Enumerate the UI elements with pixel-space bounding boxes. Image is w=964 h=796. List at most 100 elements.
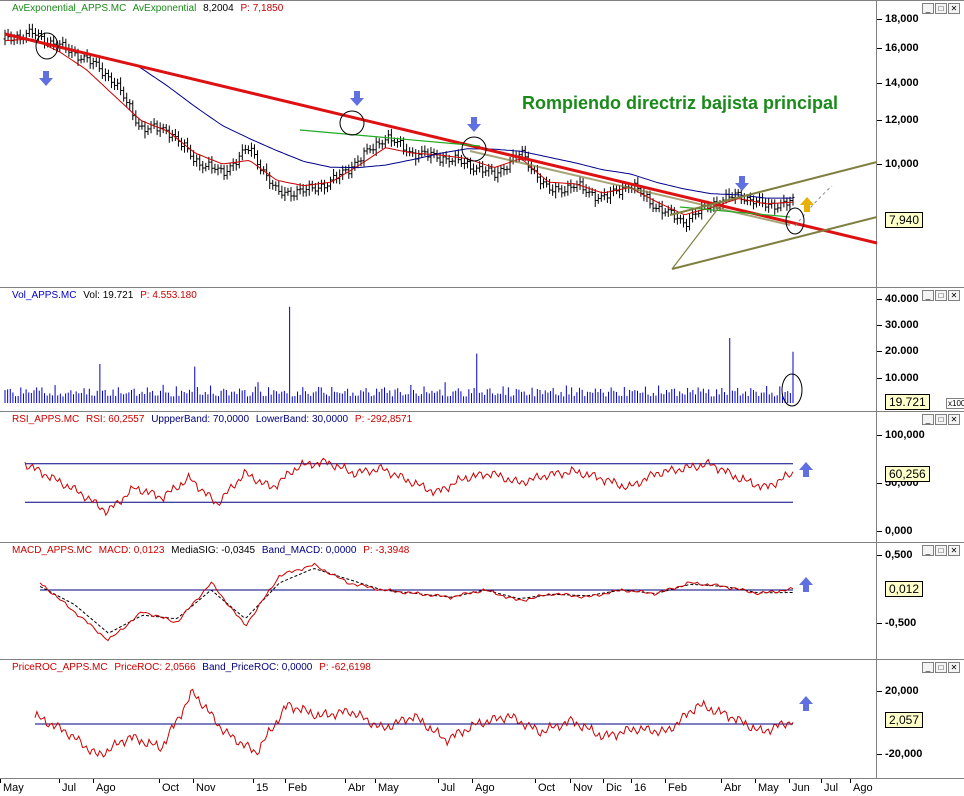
up-arrow-icon — [799, 577, 813, 592]
roc-title-p: P: -62,6198 — [319, 662, 371, 673]
price-chart-svg — [3, 23, 877, 270]
maximize-icon[interactable]: □ — [935, 662, 947, 673]
roc-panel-title: PriceROC_APPS.MC PriceROC: 2,0566 Band_P… — [12, 662, 375, 673]
channel-upper-line — [669, 161, 877, 216]
rsi-window-controls: _ □ ✕ — [922, 414, 960, 425]
time-axis-label: Oct — [538, 782, 556, 794]
macd-title-signal: MediaSIG: -0,0345 — [171, 545, 256, 556]
volume-panel-title: Vol_APPS.MC Vol: 19.721 P: 4.553.180 — [12, 290, 201, 301]
minimize-icon[interactable]: _ — [922, 414, 934, 425]
volume-title-name: Vol_APPS.MC — [12, 290, 77, 301]
highlight-circle — [785, 207, 805, 235]
close-icon[interactable]: ✕ — [948, 290, 960, 301]
minimize-icon[interactable]: _ — [922, 290, 934, 301]
price-title-p: P: 7,1850 — [240, 3, 284, 14]
roc-panel: PriceROC_APPS.MC PriceROC: 2,0566 Band_P… — [0, 659, 964, 778]
ema-slow-line — [138, 66, 793, 199]
time-axis-label: Feb — [668, 782, 687, 794]
close-icon[interactable]: ✕ — [948, 3, 960, 14]
highlight-circle — [461, 136, 487, 162]
close-icon[interactable]: ✕ — [948, 414, 960, 425]
time-axis-tick — [159, 779, 160, 783]
channel-connector-line — [671, 205, 721, 270]
macd-title-value: MACD: 0,0123 — [98, 545, 165, 556]
price-axis: 18,000 16,000 14,000 12,000 10,000 7,940 — [877, 1, 964, 287]
price-plot[interactable] — [0, 1, 877, 287]
roc-plot[interactable] — [0, 660, 877, 778]
volume-tick: 40.000 — [877, 293, 919, 305]
time-axis-tick — [570, 779, 571, 783]
macd-plot[interactable] — [0, 543, 877, 659]
rsi-chart-svg — [24, 457, 813, 517]
time-axis-tick — [755, 779, 756, 783]
time-axis-tick — [193, 779, 194, 783]
volume-chart-svg — [4, 306, 803, 407]
time-axis-label: Oct — [162, 782, 180, 794]
macd-title-p: P: -3,3948 — [363, 545, 410, 556]
macd-axis: 0,500 -0,500 0,012 — [876, 543, 964, 659]
projection-dashed-line — [794, 185, 833, 227]
volume-tick: 10.000 — [877, 372, 919, 384]
time-axis-label: Feb — [288, 782, 307, 794]
roc-title-band: Band_PriceROC: 0,0000 — [202, 662, 313, 673]
price-last-value: 7,940 — [885, 212, 924, 228]
rsi-title-upper: UppperBand: 70,0000 — [151, 414, 250, 425]
rsi-panel: RSI_APPS.MC RSI: 60,2557 UppperBand: 70,… — [0, 411, 964, 542]
macd-title-name: MACD_APPS.MC — [12, 545, 93, 556]
highlight-circle — [35, 32, 59, 60]
roc-tick: -20,000 — [876, 748, 923, 760]
time-axis-tick — [665, 779, 666, 783]
rsi-title-value: RSI: 60,2557 — [86, 414, 145, 425]
macd-line — [39, 562, 794, 642]
minimize-icon[interactable]: _ — [922, 3, 934, 14]
volume-scale-label: x100 — [946, 398, 964, 409]
time-axis-tick — [789, 779, 790, 783]
close-icon[interactable]: ✕ — [948, 662, 960, 673]
time-axis-label: Jul — [824, 782, 839, 794]
volume-axis: 40.000 30.000 20.000 10.000 19.721 — [877, 288, 964, 411]
time-axis-label: Ago — [475, 782, 495, 794]
up-arrow-icon — [800, 197, 814, 212]
maximize-icon[interactable]: □ — [935, 414, 947, 425]
down-arrow-icon — [467, 117, 481, 132]
down-arrow-icon — [350, 91, 364, 106]
price-tick: 10,000 — [877, 158, 919, 170]
time-axis-label: Jun — [792, 782, 810, 794]
price-title-name: AvExponential_APPS.MC — [12, 3, 127, 14]
volume-panel: Vol_APPS.MC Vol: 19.721 P: 4.553.180 _ □ ✕… — [0, 287, 964, 411]
volume-plot[interactable] — [0, 288, 877, 411]
rsi-title-lower: LowerBand: 30,0000 — [255, 414, 349, 425]
time-axis-tick — [438, 779, 439, 783]
macd-title-band: Band_MACD: 0,0000 — [261, 545, 357, 556]
minimize-icon[interactable]: _ — [922, 545, 934, 556]
volume-title-p: P: 4.553.180 — [140, 290, 197, 301]
price-panel: AvExponential_APPS.MC AvExponential 8,20… — [0, 0, 964, 287]
price-tick: 18,000 — [877, 13, 919, 25]
macd-window-controls: _ □ ✕ — [922, 545, 960, 556]
time-axis: May Jul Ago Oct Nov 15 Feb Abr May Jul Ago Oct Nov Di… — [0, 778, 964, 796]
close-icon[interactable]: ✕ — [948, 545, 960, 556]
volume-last-value: 19.721 — [885, 394, 930, 410]
down-arrow-icon — [39, 71, 53, 86]
maximize-icon[interactable]: □ — [935, 545, 947, 556]
time-axis-tick — [59, 779, 60, 783]
macd-panel: MACD_APPS.MC MACD: 0,0123 MediaSIG: -0,0… — [0, 542, 964, 659]
rsi-plot[interactable] — [0, 412, 877, 542]
time-axis-tick — [345, 779, 346, 783]
time-axis-tick — [0, 779, 1, 783]
price-title-value: 8,2004 — [203, 3, 234, 14]
minimize-icon[interactable]: _ — [922, 662, 934, 673]
macd-panel-title: MACD_APPS.MC MACD: 0,0123 MediaSIG: -0,0… — [12, 545, 413, 556]
roc-line — [34, 688, 794, 758]
roc-window-controls: _ □ ✕ — [922, 662, 960, 673]
rsi-tick: 100,000 — [877, 429, 925, 441]
maximize-icon[interactable]: □ — [935, 3, 947, 14]
time-axis-label: May — [378, 782, 399, 794]
time-axis-tick — [850, 779, 851, 783]
roc-tick: 20,000 — [877, 685, 919, 697]
macd-last-value: 0,012 — [885, 581, 924, 597]
time-axis-label: Jul — [441, 782, 456, 794]
maximize-icon[interactable]: □ — [935, 290, 947, 301]
highlight-circle — [339, 110, 365, 136]
time-axis-label: 15 — [256, 782, 269, 794]
